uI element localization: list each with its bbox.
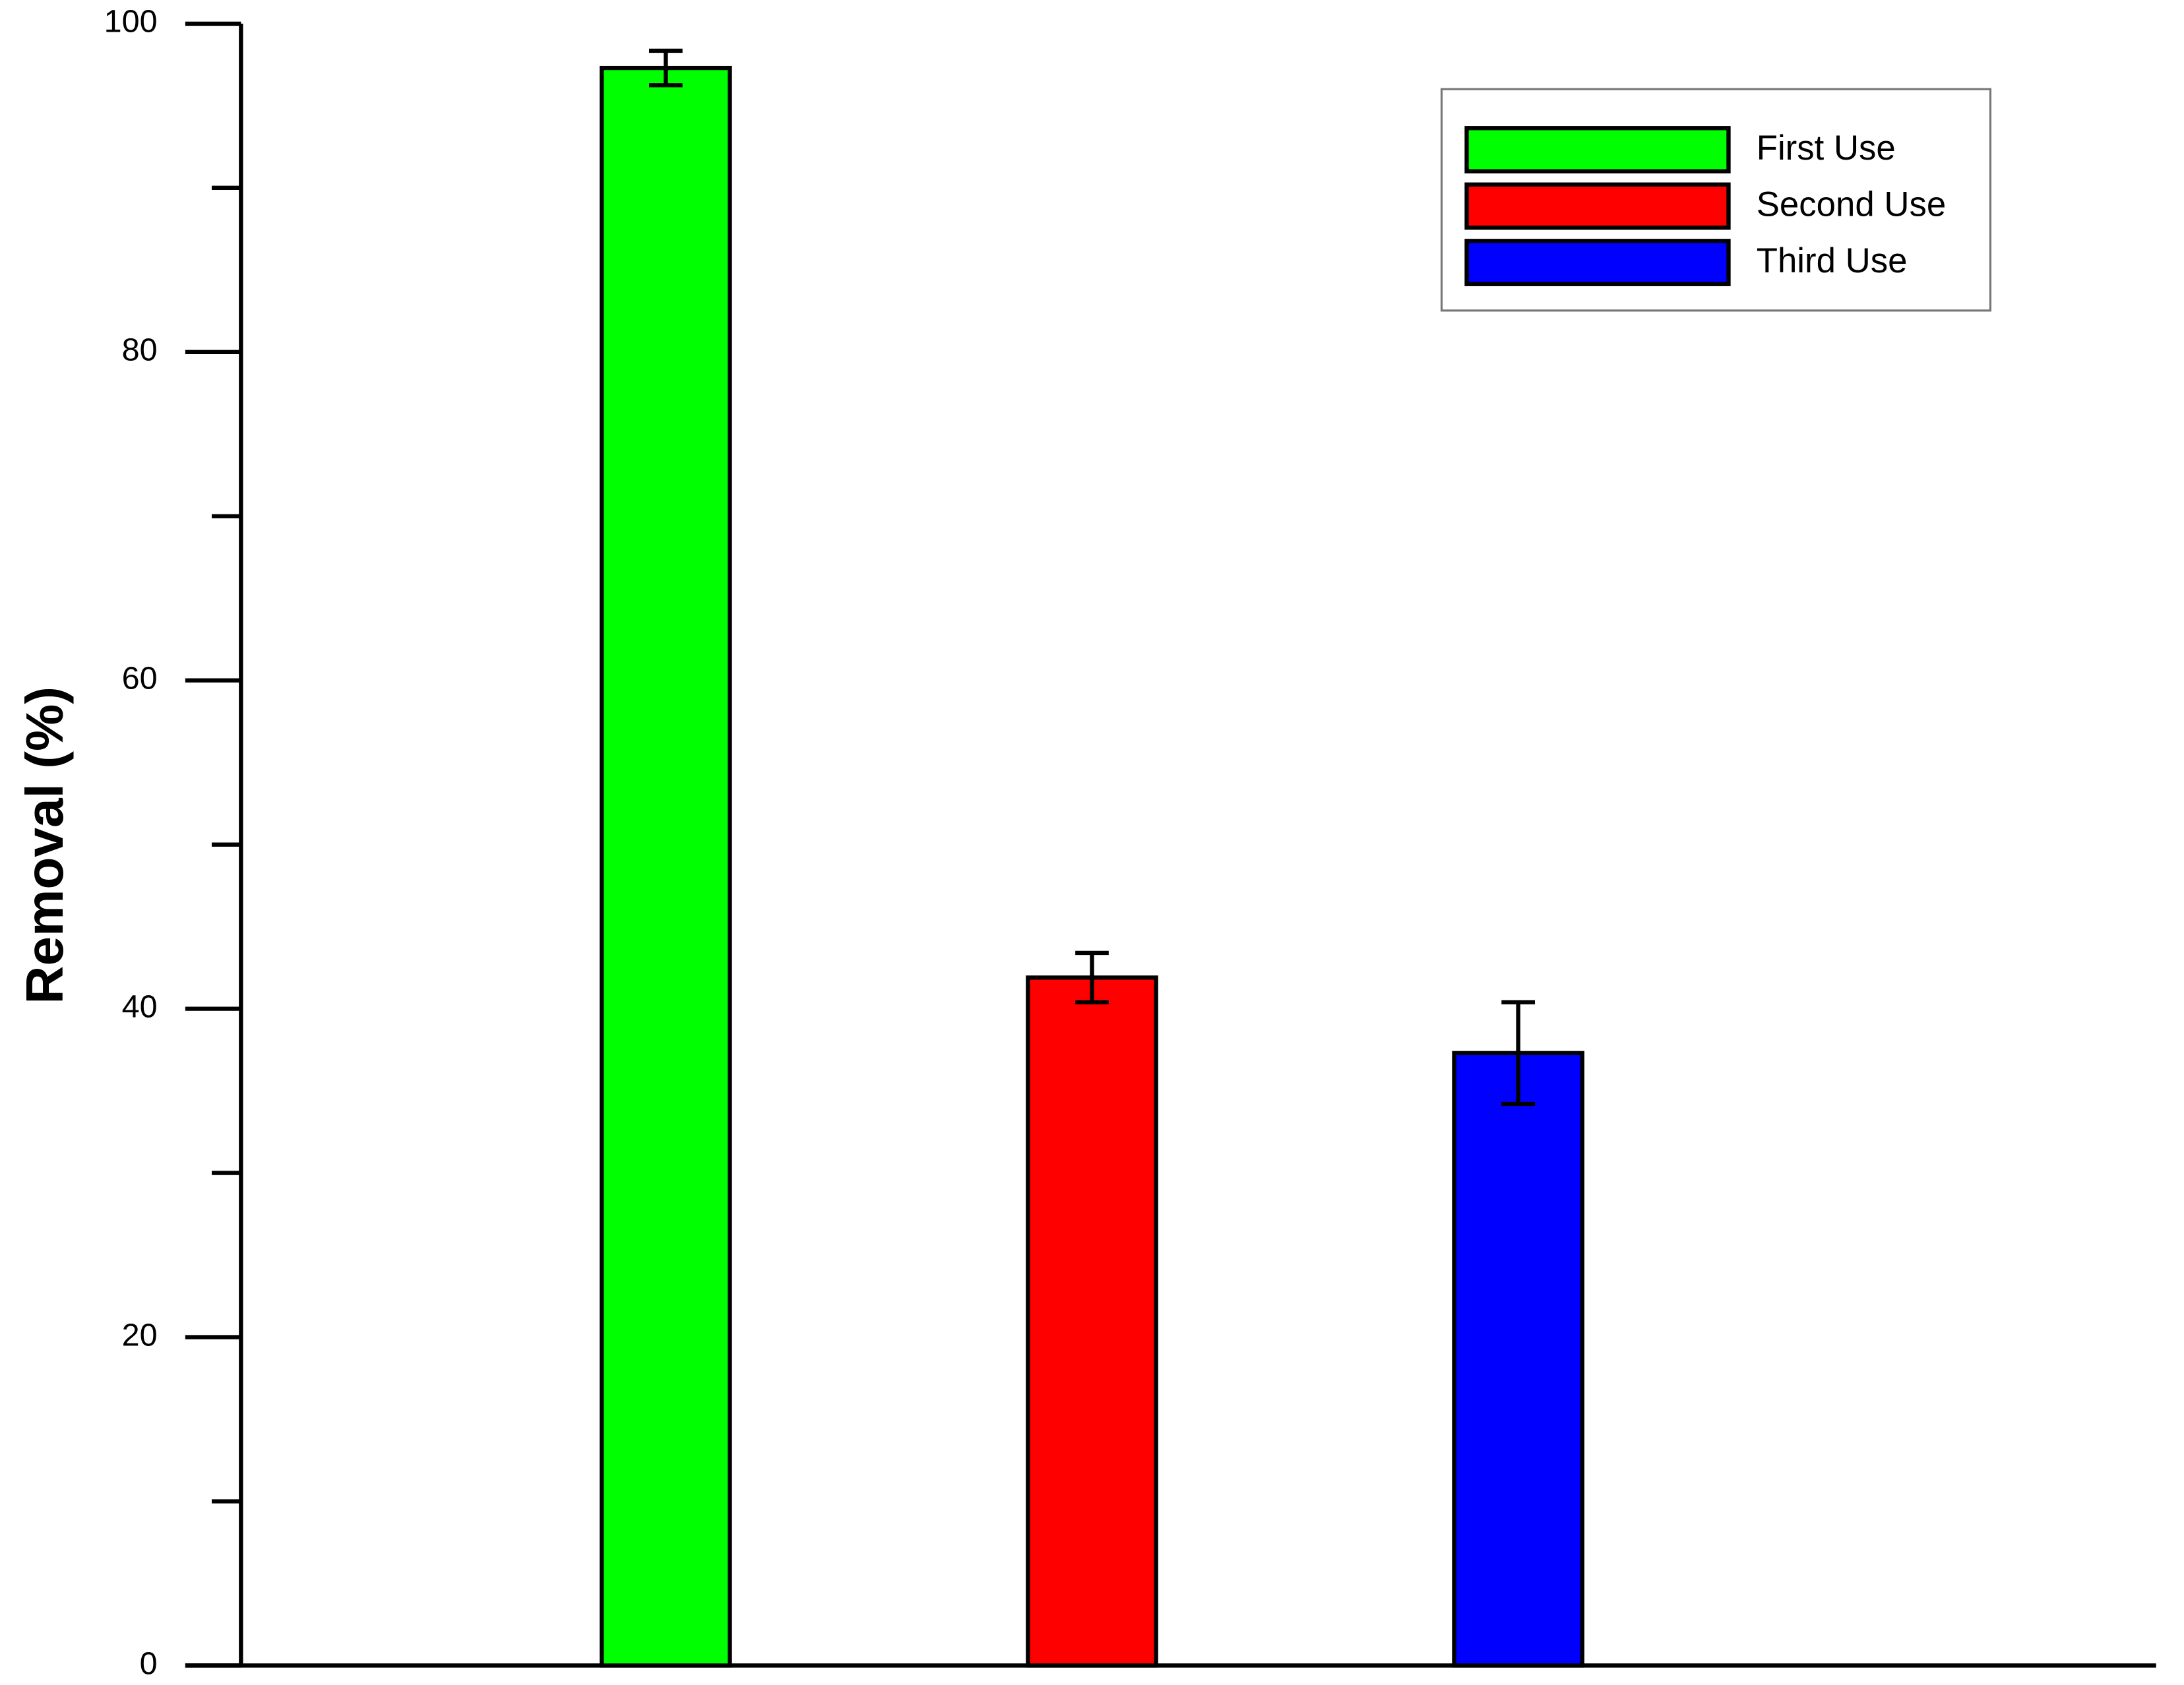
legend-label: Second Use bbox=[1757, 185, 1946, 224]
bar bbox=[1452, 1051, 1584, 1668]
y-tick-label: 60 bbox=[122, 661, 158, 696]
y-tick-label: 0 bbox=[140, 1645, 158, 1681]
y-tick-label: 80 bbox=[122, 332, 158, 368]
bar bbox=[1026, 975, 1158, 1668]
error-bar bbox=[1075, 950, 1109, 1004]
legend-label: Third Use bbox=[1757, 241, 1908, 280]
y-tick-label: 40 bbox=[122, 989, 158, 1024]
legend-label: First Use bbox=[1757, 129, 1896, 168]
error-bar bbox=[1501, 1000, 1535, 1107]
y-tick-label: 100 bbox=[104, 4, 158, 40]
bar bbox=[600, 65, 732, 1668]
legend-swatch bbox=[1464, 182, 1731, 230]
error-bar bbox=[649, 48, 683, 88]
y-tick-label: 20 bbox=[122, 1317, 158, 1353]
legend-swatch bbox=[1464, 239, 1731, 286]
y-axis-label: Removal (%) bbox=[15, 687, 75, 1004]
legend-swatch bbox=[1464, 126, 1731, 173]
